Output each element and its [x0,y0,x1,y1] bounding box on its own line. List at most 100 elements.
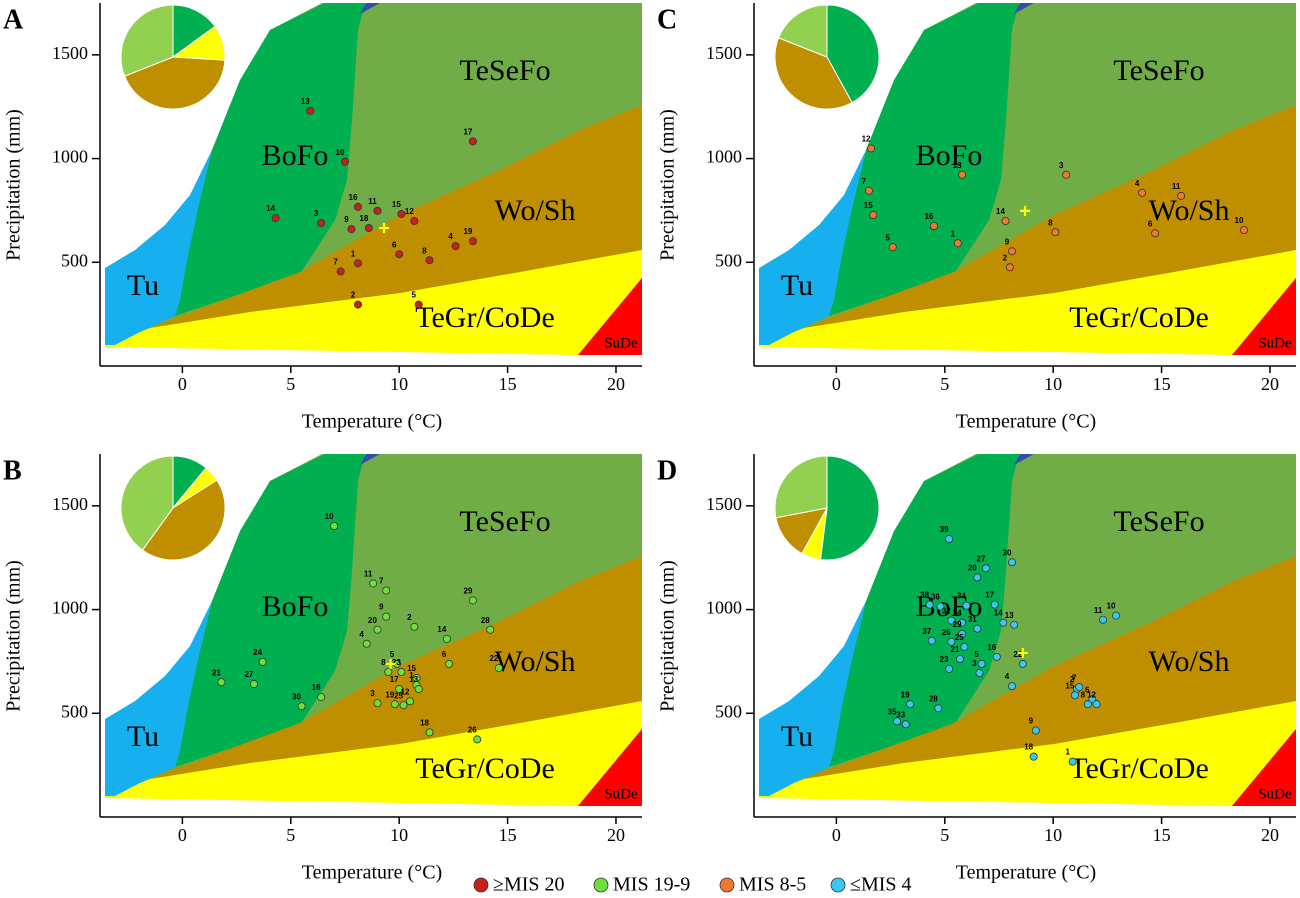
point-label: 30 [1003,548,1012,557]
point-label: 6 [1148,219,1153,228]
panel-label: B [3,455,22,486]
panel-label: A [3,4,24,35]
legend-label: ≥MIS 20 [493,874,565,896]
biome-area [759,601,866,796]
biome-area [759,150,866,345]
biome-area [175,454,365,767]
y-tick-label: 500 [715,250,742,270]
data-point [936,602,945,611]
data-point [1099,615,1108,624]
point-label: 20 [968,564,977,573]
legend-marker [719,877,735,893]
data-point [1092,700,1101,709]
x-tick-label: 20 [607,374,625,394]
data-point [382,586,391,595]
x-tick-label: 5 [286,825,295,845]
x-axis-title: Temperature (°C) [956,862,1096,884]
biome-label: SuDe [1258,786,1292,802]
data-point [362,639,371,648]
data-point [945,535,954,544]
y-tick-label: 1000 [52,147,88,167]
point-label: 8 [1081,690,1086,699]
point-label: 2 [351,291,356,300]
data-point [336,267,345,276]
pie-slice [826,4,880,104]
panel: TeSeFoBoFoWo/ShTuTeGr/CoDeSuDe5001000150… [3,454,642,884]
point-label: 11 [364,570,373,579]
data-point [353,300,362,309]
data-point [425,256,434,265]
data-point [992,652,1001,661]
biome-area [1014,454,1034,465]
point-label: 34 [957,592,966,601]
data-point [906,700,915,709]
data-point [317,693,326,702]
point-label: 16 [349,193,358,202]
point-label: 11 [1172,182,1181,191]
data-point [1031,726,1040,735]
data-point [1062,170,1071,179]
point-label: 37 [922,627,931,636]
point-label: 10 [1107,602,1116,611]
data-point [947,637,956,646]
point-label: 24 [253,648,262,657]
data-point [1151,229,1160,238]
point-label: 6 [392,240,397,249]
x-tick-label: 15 [1153,825,1171,845]
x-tick-label: 20 [1261,825,1279,845]
data-point [1018,659,1027,668]
data-point [390,700,399,709]
x-axis-title: Temperature (°C) [302,411,442,433]
reference-marker [1017,647,1028,658]
biome-label: Tu [781,720,813,753]
data-point [962,601,971,610]
data-point [977,659,986,668]
point-label: 22 [1013,650,1022,659]
biome-area [1014,3,1034,14]
x-tick-label: 15 [499,374,517,394]
data-point [958,618,967,627]
point-label: 3 [972,659,977,668]
biome-label: Tu [127,269,159,302]
point-label: 12 [405,207,414,216]
data-point [347,225,356,234]
x-tick-label: 0 [178,374,187,394]
point-label: 19 [901,690,910,699]
point-label: 18 [359,214,368,223]
biome-area [105,601,212,796]
biome-label: TeSeFo [1113,54,1204,87]
data-point [468,596,477,605]
biome-label: SuDe [604,786,638,802]
data-point [369,579,378,588]
point-label: 8 [381,658,386,667]
y-tick-label: 500 [61,250,88,270]
data-point [864,186,873,195]
data-point [397,668,406,677]
legend-marker [473,877,489,893]
point-label: 4 [448,232,453,241]
reference-marker [379,223,390,234]
panel: TeSeFoBoFoWo/ShTuTeGr/CoDeSuDe5001000150… [657,3,1296,433]
x-tick-label: 0 [832,374,841,394]
point-label: 31 [968,615,977,624]
y-axis-title: Precipitation (mm) [657,560,679,712]
biome-area [105,701,642,806]
point-label: 3 [370,689,375,698]
legend-marker [830,877,846,893]
point-label: 21 [212,668,221,677]
point-label: 2 [1070,675,1075,684]
data-point [373,206,382,215]
legend: ≥MIS 20 MIS 19-9 MIS 8-5 ≤MIS 4 [473,874,912,896]
biome-label: TeSeFo [459,505,550,538]
data-point [990,600,999,609]
biome-label: BoFo [916,139,983,172]
pie-slice [774,455,828,519]
x-tick-label: 5 [940,374,949,394]
data-point [934,704,943,713]
point-label: 7 [1072,673,1077,682]
data-point [317,219,326,228]
point-label: 21 [951,645,960,654]
biome-area [175,3,365,316]
y-axis-title: Precipitation (mm) [3,560,25,712]
data-point [445,659,454,668]
